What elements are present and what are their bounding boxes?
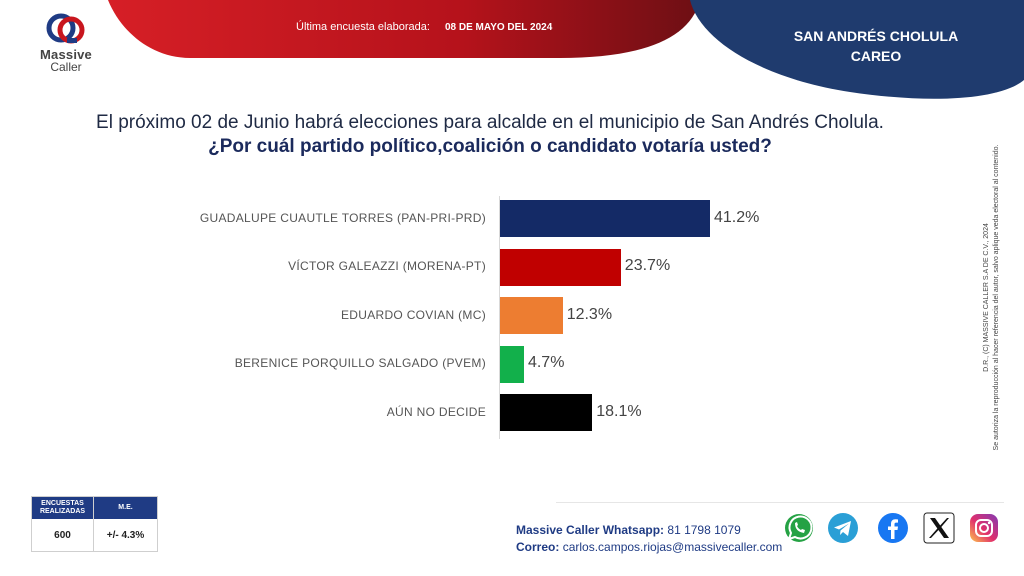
- copyright-line2: Se autoriza la reproducción al hacer ref…: [993, 144, 1000, 451]
- survey-date-label: Última encuesta elaborada:: [296, 21, 430, 33]
- category-label: BERENICE PORQUILLO SALGADO (PVEM): [234, 356, 486, 370]
- copyright-line1: D.R., (C) MASSIVE CALLER S.A DE C.V., 20…: [983, 223, 990, 372]
- question-line1: El próximo 02 de Junio habrá elecciones …: [96, 112, 884, 133]
- bar: [500, 345, 524, 383]
- copyright-note: D.R., (C) MASSIVE CALLER S.A DE C.V., 20…: [982, 120, 1006, 475]
- telegram-icon[interactable]: [827, 512, 859, 544]
- region-subtitle: CAREO: [850, 48, 902, 64]
- whatsapp-icon[interactable]: [783, 512, 815, 544]
- survey-date-strip: Última encuesta elaborada: 08 DE MAYO DE…: [296, 21, 552, 33]
- email-label: Correo:: [516, 540, 560, 554]
- survey-date-value: 08 DE MAYO DEL 2024: [444, 22, 553, 33]
- survey-stats-table: ENCUESTAS REALIZADAS M.E. 600 +/- 4.3%: [31, 496, 158, 552]
- instagram-icon[interactable]: [968, 512, 1000, 544]
- chart-axis-line: [499, 196, 500, 439]
- margin-error-value: +/- 4.3%: [106, 529, 145, 541]
- margin-error-header: M.E.: [118, 504, 133, 511]
- value-label: 18.1%: [596, 402, 642, 420]
- value-label: 23.7%: [624, 257, 671, 274]
- bar: [500, 248, 621, 286]
- facebook-icon[interactable]: [877, 512, 909, 544]
- contact-info: Massive Caller Whatsapp: 81 1798 1079 Co…: [516, 522, 782, 556]
- survey-question: El próximo 02 de Junio habrá elecciones …: [40, 111, 940, 159]
- x-icon[interactable]: [923, 512, 955, 544]
- whatsapp-label: Massive Caller Whatsapp:: [516, 523, 665, 537]
- region-name: SAN ANDRÉS CHOLULA: [793, 28, 959, 44]
- bar: [500, 297, 563, 334]
- region-title: SAN ANDRÉS CHOLULA CAREO: [770, 26, 982, 66]
- value-label: 4.7%: [527, 354, 565, 371]
- category-label: VÍCTOR GALEAZZI (MORENA-PT): [288, 259, 486, 273]
- bar: [500, 200, 710, 237]
- surveys-header: ENCUESTAS REALIZADAS: [32, 497, 94, 519]
- whatsapp-number[interactable]: 81 1798 1079: [667, 523, 741, 537]
- massive-caller-logo: Massive Caller: [30, 12, 102, 78]
- social-icons: [783, 512, 1003, 546]
- value-label: 41.2%: [714, 208, 760, 226]
- bar: [500, 394, 593, 431]
- logo-icon: [46, 13, 85, 44]
- value-label: 12.3%: [566, 305, 613, 323]
- question-line2: ¿Por cuál partido político,coalición o c…: [208, 136, 772, 157]
- logo-text-line1: Massive: [40, 47, 92, 62]
- footer-divider: [556, 502, 1004, 503]
- logo-text-line2: Caller: [50, 60, 82, 74]
- email-link[interactable]: carlos.campos.riojas@massivecaller.com: [562, 540, 783, 554]
- bar-chart: GUADALUPE CUAUTLE TORRES (PAN-PRI-PRD) 41…: [0, 190, 1024, 440]
- category-label: GUADALUPE CUAUTLE TORRES (PAN-PRI-PRD): [199, 210, 486, 225]
- category-label: AÚN NO DECIDE: [386, 404, 486, 419]
- category-label: EDUARDO COVIAN (MC): [340, 307, 486, 322]
- surveys-value: 600: [32, 519, 94, 551]
